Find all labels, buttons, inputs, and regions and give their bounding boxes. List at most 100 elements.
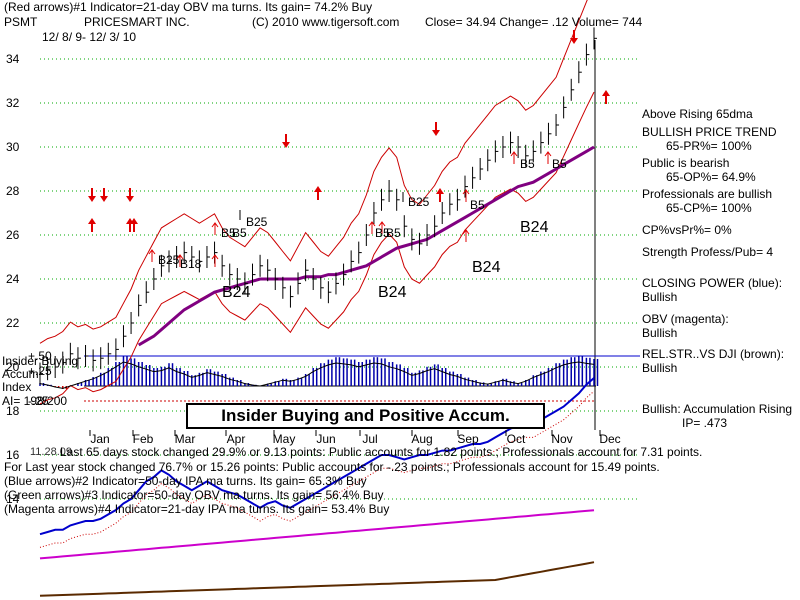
x-tick-nov: Nov <box>551 432 572 446</box>
x-tick-dec: Dec <box>599 432 620 446</box>
up-arrow-0-head <box>88 218 96 224</box>
x-tick-may: May <box>273 432 296 446</box>
x-tick-apr: Apr <box>227 432 246 446</box>
y-tick-20: 20 <box>6 360 20 374</box>
y-tick-32: 32 <box>6 96 20 110</box>
accum-ma-line <box>39 361 595 389</box>
date-range: 12/ 8/ 9- 12/ 3/ 10 <box>42 30 137 44</box>
footer-blue-arrows: (Blue arrows)#2 Indicator=50-day IPA ma … <box>4 474 367 488</box>
side-cp: 65-CP%= 100% <box>642 201 752 215</box>
closing-power-label-1: B24 <box>378 284 407 301</box>
side-obv-status: Bullish <box>642 326 678 340</box>
side-above-65dma: Above Rising 65dma <box>642 107 753 121</box>
indicator-line: (Red arrows)#1 Indicator=21-day OBV ma t… <box>4 0 373 14</box>
signal-label-8: B5 <box>552 157 567 171</box>
y-tick-18: 18 <box>6 404 20 418</box>
x-tick-feb: Feb <box>133 432 154 446</box>
price-axis-labels: 14 16 18 20 22 24 26 28 30 32 34 <box>6 52 20 506</box>
footer-green-arrows: (Green arrows)#3 Indicator=50-day OBV ma… <box>4 488 384 502</box>
x-tick-mar: Mar <box>175 432 196 446</box>
signal-label-9: B5 <box>386 226 401 240</box>
x-tick-aug: Aug <box>411 432 432 446</box>
side-cp-vs-pr: CP%vsPr%= 0% <box>642 223 732 237</box>
accum-label-3: Index <box>2 380 32 394</box>
ma65-line <box>137 145 595 347</box>
price-gridlines <box>40 40 640 500</box>
side-relstr: REL.STR..VS DJI (brown): <box>642 347 785 361</box>
thin-arrow-head-2 <box>378 221 386 227</box>
x-tick-jul: Jul <box>362 432 377 446</box>
side-public: Public is bearish <box>642 156 730 170</box>
side-obv: OBV (magenta): <box>642 312 729 326</box>
closing-power-label-0: B24 <box>222 284 251 301</box>
down-arrow-2-head <box>126 196 134 202</box>
thin-arrow-head-3 <box>462 229 470 235</box>
y-tick-24: 24 <box>6 272 20 286</box>
x-tick-sep: Sep <box>457 432 479 446</box>
closing-power-label-2: B24 <box>472 259 501 276</box>
side-professionals: Professionals are bullish <box>642 187 773 201</box>
side-pr-value: 65-PR%= 100% <box>666 139 752 153</box>
lower-band-line <box>39 91 595 405</box>
company-name: PRICESMART INC. <box>84 15 190 29</box>
down-arrow-1-head <box>100 196 108 202</box>
thin-arrow-head-6 <box>544 151 552 157</box>
side-pr: 65-PR%= 100% <box>642 139 752 153</box>
y-tick-30: 30 <box>6 140 20 154</box>
chart-series <box>39 0 597 597</box>
down-arrow-5-head <box>570 38 578 44</box>
accum-tick-0: +.50 <box>28 349 52 363</box>
copyright: (C) 2010 www.tigersoft.com <box>252 15 400 29</box>
thin-arrow-head-5 <box>510 151 518 157</box>
side-ip: IP= .473 <box>682 416 728 430</box>
ticker: PSMT <box>4 15 38 29</box>
up-arrow-3-head <box>314 186 322 192</box>
thin-arrow-head-8 <box>176 254 184 260</box>
down-arrow-3-head <box>282 142 290 148</box>
signal-label-4: B25 <box>158 253 180 267</box>
signal-label-0: B5 <box>221 226 236 240</box>
y-tick-28: 28 <box>6 184 20 198</box>
thin-arrow-head-9 <box>211 254 219 260</box>
thin-arrow-head-7 <box>148 249 156 255</box>
signal-label-10: B5 <box>232 226 247 240</box>
accum-label-2: Accum <box>2 367 39 381</box>
up-arrow-5-head <box>602 90 610 96</box>
side-closing-power: CLOSING POWER (blue): <box>642 276 783 290</box>
y-tick-14: 14 <box>6 492 20 506</box>
side-cp-value: 65-CP%= 100% <box>666 201 752 215</box>
footer-magenta-arrows: (Magenta arrows)#4 Indicator=21-day IPA … <box>4 502 390 516</box>
relstr-line <box>39 561 595 597</box>
y-tick-26: 26 <box>6 228 20 242</box>
down-arrow-0-head <box>88 196 96 202</box>
signal-label-6: B25 <box>408 195 430 209</box>
accum-label-4: AI= 198/200 <box>2 394 68 408</box>
closing-power-line <box>39 377 595 536</box>
signal-label-2: B18 <box>180 257 202 271</box>
obv-line <box>39 509 595 560</box>
signal-label-1: B25 <box>246 215 268 229</box>
side-relstr-status: Bullish <box>642 361 678 375</box>
month-axis-labels: Jan Feb Mar Apr May Jun Jul Aug Sep Oct Nov Dec <box>89 430 621 446</box>
side-trend: BULLISH PRICE TREND <box>642 125 777 139</box>
up-arrow-4-head <box>436 188 444 194</box>
signal-label-3: B5 <box>375 226 390 240</box>
y-tick-22: 22 <box>6 316 20 330</box>
up-arrow-2-head <box>130 218 138 224</box>
y-tick-34: 34 <box>6 52 20 66</box>
accum-label-1: Insider Buying <box>2 354 79 368</box>
accumulation-banner: Insider Buying and Positive Accum. <box>186 403 545 429</box>
x-tick-jan: Jan <box>90 432 109 446</box>
quote-line: Close= 34.94 Change= .12 Volume= 744 <box>425 15 643 29</box>
side-strength: Strength Profess/Pub= 4 <box>642 245 774 259</box>
signal-label-5: B5 <box>470 198 485 212</box>
upper-band-line <box>39 0 588 344</box>
thin-arrow-head-4 <box>462 189 470 195</box>
down-arrow-4-head <box>432 130 440 136</box>
y-tick-16: 16 <box>6 448 20 462</box>
accumulation-index-panel: +.50+.25-.25 <box>28 349 640 408</box>
side-accum-rising: Bullish: Accumulation Rising <box>642 402 793 416</box>
footer-last-year: For Last year stock changed 76.7% or 15.… <box>4 460 660 474</box>
